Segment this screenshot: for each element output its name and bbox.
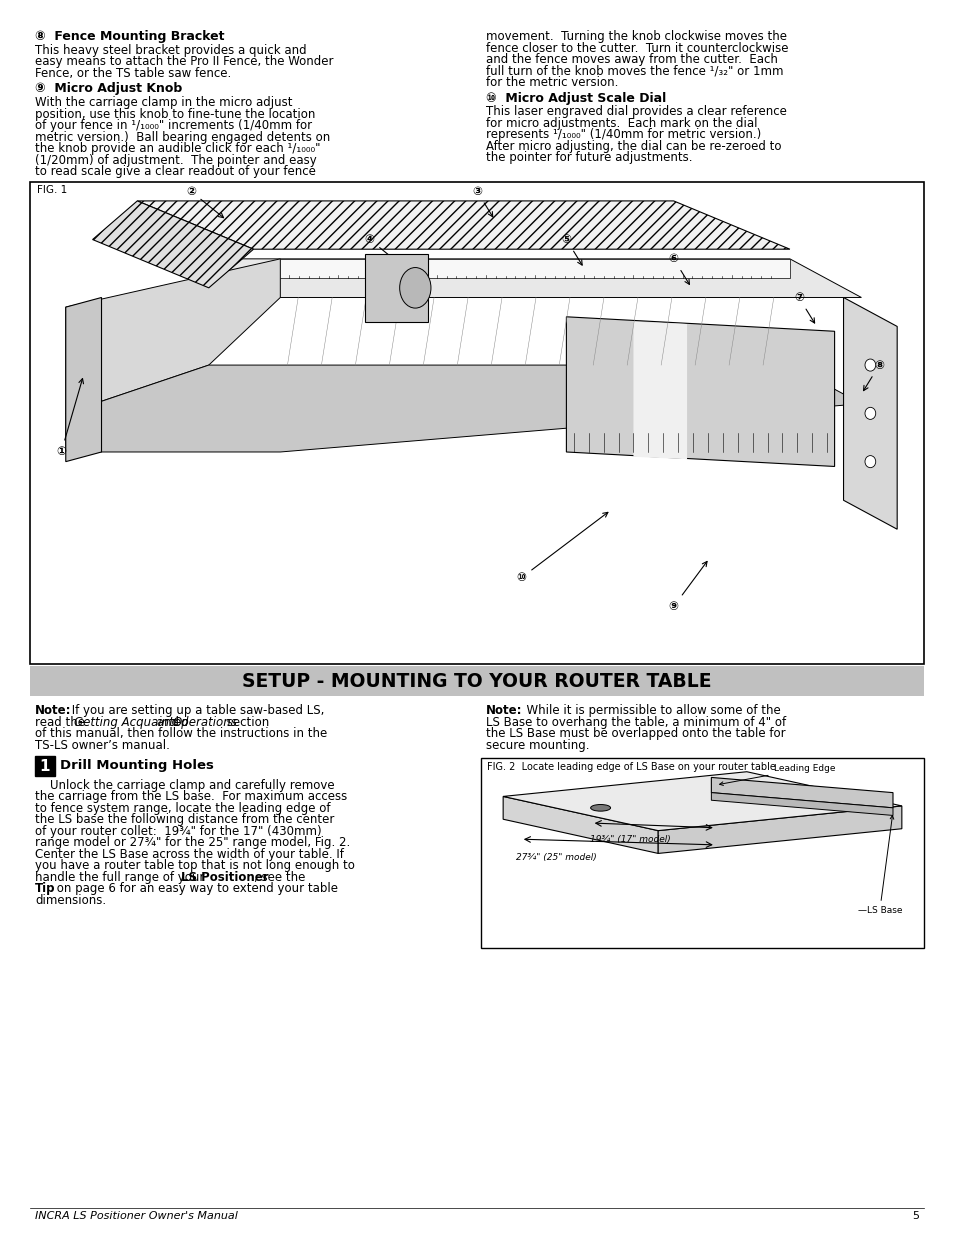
Bar [365, 254, 427, 321]
Text: read the: read the [35, 716, 89, 729]
Polygon shape [137, 201, 789, 249]
Text: After micro adjusting, the dial can be re-zeroed to: After micro adjusting, the dial can be r… [485, 140, 781, 153]
Text: the LS Base must be overlapped onto the table for: the LS Base must be overlapped onto the … [485, 727, 785, 741]
Polygon shape [566, 317, 834, 467]
Text: 19¾" (17" model): 19¾" (17" model) [589, 835, 670, 845]
Polygon shape [66, 259, 280, 414]
Text: ④: ④ [364, 233, 402, 266]
Text: Center the LS Base across the width of your table. If: Center the LS Base across the width of y… [35, 848, 343, 861]
Text: ⑧: ⑧ [862, 358, 883, 390]
Polygon shape [711, 793, 892, 815]
Text: ②: ② [186, 185, 223, 217]
Text: (1/20mm) of adjustment.  The pointer and easy: (1/20mm) of adjustment. The pointer and … [35, 153, 316, 167]
Text: of your fence in ¹/₁₀₀₀" increments (1/40mm for: of your fence in ¹/₁₀₀₀" increments (1/4… [35, 119, 312, 132]
Text: handle the full range of your: handle the full range of your [35, 871, 208, 884]
Text: Fence, or the TS table saw fence.: Fence, or the TS table saw fence. [35, 67, 231, 80]
Ellipse shape [864, 408, 875, 420]
Text: of your router collet:  19¾" for the 17" (430mm): of your router collet: 19¾" for the 17" … [35, 825, 321, 837]
Ellipse shape [590, 804, 610, 811]
Text: SETUP - MOUNTING TO YOUR ROUTER TABLE: SETUP - MOUNTING TO YOUR ROUTER TABLE [242, 672, 711, 690]
Text: Drill Mounting Holes: Drill Mounting Holes [60, 760, 214, 772]
Text: for the metric version.: for the metric version. [485, 77, 618, 89]
Text: 5: 5 [911, 1212, 918, 1221]
Text: ⑧  Fence Mounting Bracket: ⑧ Fence Mounting Bracket [35, 30, 224, 43]
Text: Operations: Operations [172, 716, 237, 729]
Text: the LS base the following distance from the center: the LS base the following distance from … [35, 814, 334, 826]
Polygon shape [658, 806, 901, 853]
Text: Note:: Note: [485, 704, 522, 718]
Text: movement.  Turning the knob clockwise moves the: movement. Turning the knob clockwise mov… [485, 30, 786, 43]
Bar [30, 667, 923, 697]
Text: the knob provide an audible click for each ¹/₁₀₀₀": the knob provide an audible click for ea… [35, 142, 320, 156]
Text: If you are setting up a table saw-based LS,: If you are setting up a table saw-based … [69, 704, 325, 718]
Text: of this manual, then follow the instructions in the: of this manual, then follow the instruct… [35, 727, 327, 741]
Text: This laser engraved dial provides a clear reference: This laser engraved dial provides a clea… [485, 105, 786, 119]
Polygon shape [842, 298, 896, 530]
Polygon shape [633, 321, 686, 459]
Text: While it is permissible to allow some of the: While it is permissible to allow some of… [519, 704, 781, 718]
Polygon shape [66, 366, 861, 452]
Text: TS-LS owner’s manual.: TS-LS owner’s manual. [35, 739, 170, 752]
Text: secure mounting.: secure mounting. [485, 739, 589, 752]
Text: ⑩  Micro Adjust Scale Dial: ⑩ Micro Adjust Scale Dial [485, 91, 665, 105]
Polygon shape [502, 772, 901, 831]
Text: the carriage from the LS base.  For maximum access: the carriage from the LS base. For maxim… [35, 790, 347, 804]
Text: ⑩: ⑩ [517, 513, 607, 584]
Text: full turn of the knob moves the fence ¹/₃₂" or 1mm: full turn of the knob moves the fence ¹/… [485, 64, 782, 78]
Text: , see the: , see the [253, 871, 305, 884]
Text: you have a router table top that is not long enough to: you have a router table top that is not … [35, 860, 355, 872]
Text: ③: ③ [472, 185, 493, 217]
Polygon shape [280, 259, 789, 278]
Text: This heavy steel bracket provides a quick and: This heavy steel bracket provides a quic… [35, 43, 306, 57]
Text: metric version.)  Ball bearing engaged detents on: metric version.) Ball bearing engaged de… [35, 131, 330, 143]
Ellipse shape [864, 456, 875, 468]
Polygon shape [502, 797, 658, 853]
Text: represents ¹/₁₀₀₀" (1/40mm for metric version.): represents ¹/₁₀₀₀" (1/40mm for metric ve… [485, 128, 760, 141]
Polygon shape [66, 298, 101, 462]
Polygon shape [92, 201, 253, 288]
Text: Unlock the carriage clamp and carefully remove: Unlock the carriage clamp and carefully … [35, 779, 335, 792]
Text: the pointer for future adjustments.: the pointer for future adjustments. [485, 152, 692, 164]
Bar [480, 758, 923, 948]
Text: INCRA LS Positioner Owner's Manual: INCRA LS Positioner Owner's Manual [35, 1212, 237, 1221]
Text: and: and [152, 716, 183, 729]
Text: position, use this knob to fine-tune the location: position, use this knob to fine-tune the… [35, 107, 315, 121]
Text: 27¾" (25" model): 27¾" (25" model) [516, 853, 597, 862]
Text: section: section [223, 716, 269, 729]
Text: Tip: Tip [35, 883, 55, 895]
Text: With the carriage clamp in the micro adjust: With the carriage clamp in the micro adj… [35, 96, 293, 109]
Text: easy means to attach the Pro II Fence, the Wonder: easy means to attach the Pro II Fence, t… [35, 56, 334, 68]
Text: FIG. 1: FIG. 1 [37, 184, 67, 195]
Text: for micro adjustments.  Each mark on the dial: for micro adjustments. Each mark on the … [485, 117, 757, 130]
Text: on page 6 for an easy way to extend your table: on page 6 for an easy way to extend your… [53, 883, 338, 895]
Text: ⑤: ⑤ [560, 233, 581, 266]
Text: LS Positioner: LS Positioner [180, 871, 268, 884]
Polygon shape [209, 259, 861, 298]
Text: ⑨  Micro Adjust Knob: ⑨ Micro Adjust Knob [35, 83, 182, 95]
Text: to read scale give a clear readout of your fence: to read scale give a clear readout of yo… [35, 165, 315, 178]
Text: ⑦: ⑦ [793, 291, 814, 324]
Text: Leading Edge: Leading Edge [719, 764, 834, 785]
Text: ⑨: ⑨ [668, 562, 706, 613]
Ellipse shape [399, 268, 431, 308]
Polygon shape [711, 777, 892, 808]
Bar [30, 182, 923, 664]
Text: 1: 1 [39, 758, 50, 773]
Text: ①: ① [56, 379, 84, 458]
Text: to fence system range, locate the leading edge of: to fence system range, locate the leadin… [35, 802, 330, 815]
Text: ⑥: ⑥ [668, 252, 689, 284]
Text: fence closer to the cutter.  Turn it counterclockwise: fence closer to the cutter. Turn it coun… [485, 42, 788, 54]
Text: dimensions.: dimensions. [35, 894, 106, 906]
Text: and the fence moves away from the cutter.  Each: and the fence moves away from the cutter… [485, 53, 777, 65]
Text: —LS Base: —LS Base [857, 815, 902, 915]
Text: Note:: Note: [35, 704, 71, 718]
Text: Getting Acquainted: Getting Acquainted [74, 716, 189, 729]
Text: LS Base to overhang the table, a minimum of 4" of: LS Base to overhang the table, a minimum… [485, 716, 785, 729]
Bar [35, 756, 54, 776]
Text: range model or 27¾" for the 25" range model, Fig. 2.: range model or 27¾" for the 25" range mo… [35, 836, 350, 850]
Text: FIG. 2  Locate leading edge of LS Base on your router table: FIG. 2 Locate leading edge of LS Base on… [486, 762, 775, 772]
Ellipse shape [864, 359, 875, 370]
